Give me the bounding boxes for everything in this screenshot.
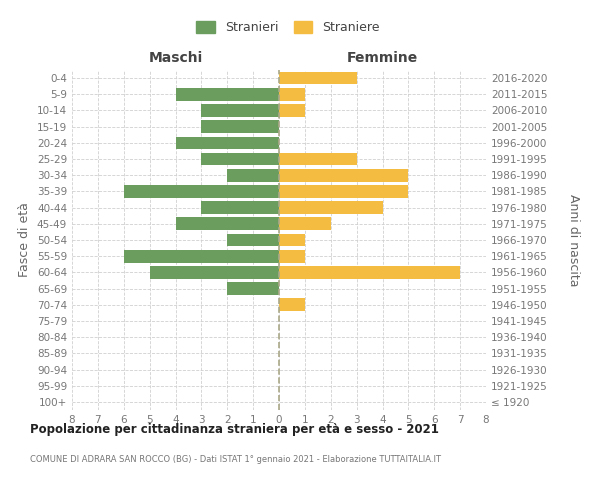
Bar [124,185,279,198]
Bar [279,218,331,230]
Bar [176,136,279,149]
Bar [279,72,356,85]
Bar [202,120,279,133]
Bar [279,266,460,278]
Bar [279,234,305,246]
Bar [279,202,383,214]
Bar [227,282,279,295]
Bar [124,250,279,262]
Text: Maschi: Maschi [148,51,203,65]
Text: Popolazione per cittadinanza straniera per età e sesso - 2021: Popolazione per cittadinanza straniera p… [30,422,439,436]
Bar [279,152,356,166]
Legend: Stranieri, Straniere: Stranieri, Straniere [191,16,385,40]
Text: COMUNE DI ADRARA SAN ROCCO (BG) - Dati ISTAT 1° gennaio 2021 - Elaborazione TUTT: COMUNE DI ADRARA SAN ROCCO (BG) - Dati I… [30,455,441,464]
Bar [279,88,305,101]
Bar [202,104,279,117]
Text: Femmine: Femmine [347,51,418,65]
Bar [202,152,279,166]
Bar [149,266,279,278]
Bar [227,234,279,246]
Bar [279,185,409,198]
Y-axis label: Anni di nascita: Anni di nascita [567,194,580,286]
Bar [279,250,305,262]
Bar [176,88,279,101]
Bar [279,298,305,311]
Bar [202,202,279,214]
Bar [279,169,409,181]
Bar [227,169,279,181]
Bar [176,218,279,230]
Bar [279,104,305,117]
Y-axis label: Fasce di età: Fasce di età [19,202,31,278]
